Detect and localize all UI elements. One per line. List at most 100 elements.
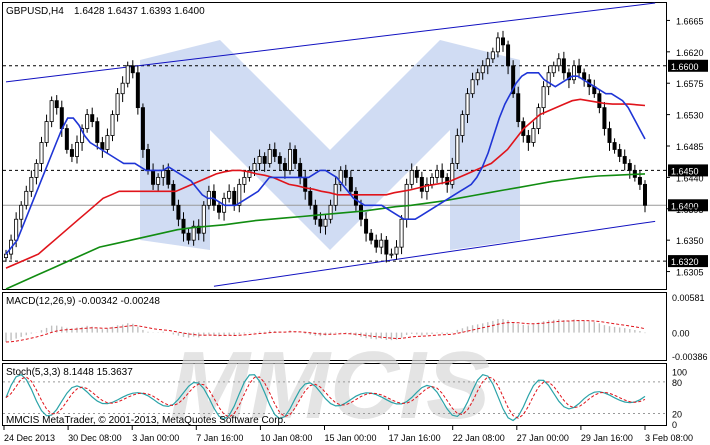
time-tick-label: 15 Jan 00:00 (325, 433, 377, 443)
time-tick-label: 29 Jan 16:00 (581, 433, 633, 443)
candle-body (201, 204, 206, 234)
candle-body (44, 121, 49, 143)
candle-body (151, 170, 156, 185)
candle-body (29, 176, 34, 192)
macd-pane (2, 292, 667, 361)
candle-body (110, 114, 115, 136)
candle-body (125, 65, 130, 84)
candle-body (409, 170, 414, 185)
candle-body (536, 107, 541, 129)
stoch-main-line (5, 373, 646, 422)
candle-body (49, 100, 54, 122)
candle-body (19, 204, 24, 220)
price-tick-label: 1.6620 (676, 48, 704, 58)
level-tag-label: 1.6600 (671, 62, 699, 72)
candle-body (602, 107, 607, 129)
watermark-logo (140, 40, 520, 250)
candle-body (287, 149, 292, 171)
candle-body (561, 58, 566, 74)
candle-body (115, 93, 120, 116)
level-tag (668, 164, 708, 177)
stoch-tick-label: 20 (672, 409, 682, 419)
channel-lower-line (213, 220, 656, 287)
candle-body (500, 37, 505, 46)
channel-upper-line (5, 2, 656, 83)
candle-body (627, 163, 632, 171)
candle-body (389, 253, 394, 256)
time-tick-label: 27 Jan 00:00 (517, 433, 569, 443)
level-tag (668, 255, 708, 268)
macd-tick-label: 0.00 (672, 329, 690, 339)
macd-tick-label: -0.00386 (672, 352, 708, 362)
candle-body (95, 121, 100, 143)
candle-body (607, 128, 612, 143)
macd-tick-label: 0.00581 (672, 293, 705, 303)
price-tick-label: 1.6440 (676, 173, 704, 183)
candle-body (166, 170, 171, 185)
price-tick-label: 1.6395 (676, 205, 704, 215)
level-tag-label: 1.6320 (671, 257, 699, 267)
candle-body (490, 51, 495, 60)
candle-body (379, 239, 384, 248)
candle-body (622, 156, 627, 164)
candle-body (171, 183, 176, 206)
time-tick-label: 24 Dec 2013 (4, 433, 55, 443)
candle-body (318, 218, 323, 227)
candle-body (617, 149, 622, 157)
level-tag (668, 59, 708, 72)
candle-body (480, 65, 485, 74)
candle-body (328, 204, 333, 220)
candle-body (191, 225, 196, 241)
candle-body (399, 218, 404, 248)
candle-body (369, 232, 374, 241)
header-symbol: GBPUSD,H4 (6, 6, 64, 17)
candle-body (293, 149, 298, 164)
header-ohlc: 1.6428 1.6437 1.6393 1.6400 (74, 6, 205, 17)
candle-body (384, 239, 389, 255)
candle-body (364, 218, 369, 234)
candle-body (637, 176, 642, 185)
candle-body (69, 149, 74, 157)
candle-body (323, 218, 328, 227)
candle-body (643, 183, 648, 206)
candle-body (227, 190, 232, 199)
candle-body (140, 107, 145, 150)
current-price-label: 1.6400 (671, 201, 699, 211)
price-tick-label: 1.6530 (676, 111, 704, 121)
candle-body (572, 65, 577, 81)
candle-body (247, 170, 252, 178)
candle-body (105, 135, 110, 150)
candle-body (394, 246, 399, 255)
candle-body (419, 176, 424, 192)
candle-body (161, 170, 166, 178)
candle-body (516, 93, 521, 122)
candle-body (465, 93, 470, 116)
candle-body (313, 204, 318, 220)
candle-body (252, 163, 257, 171)
candle-body (262, 156, 267, 164)
candle-body (216, 204, 221, 213)
candle-body (531, 128, 536, 143)
macd-signal-line (5, 320, 646, 343)
candle-body (257, 156, 262, 164)
candle-body (429, 176, 434, 185)
copyright-text: MMCIS MetaTrader, © 2001-2013, MetaQuote… (6, 415, 286, 426)
time-tick-label: 17 Jan 16:00 (389, 433, 441, 443)
candle-body (343, 170, 348, 178)
price-tick-label: 1.6665 (676, 16, 704, 26)
candle-body (130, 65, 135, 74)
price-tick-label: 1.6350 (676, 236, 704, 246)
candle-body (277, 156, 282, 164)
candle-body (506, 44, 511, 67)
candle-body (303, 176, 308, 192)
candle-body (232, 190, 237, 206)
candle-body (120, 82, 125, 95)
candle-body (186, 232, 191, 241)
time-tick-label: 22 Jan 08:00 (453, 433, 505, 443)
candle-body (511, 65, 516, 95)
candle-body (577, 65, 582, 74)
candle-body (237, 183, 242, 206)
candle-body (85, 114, 90, 129)
candle-body (64, 128, 69, 150)
